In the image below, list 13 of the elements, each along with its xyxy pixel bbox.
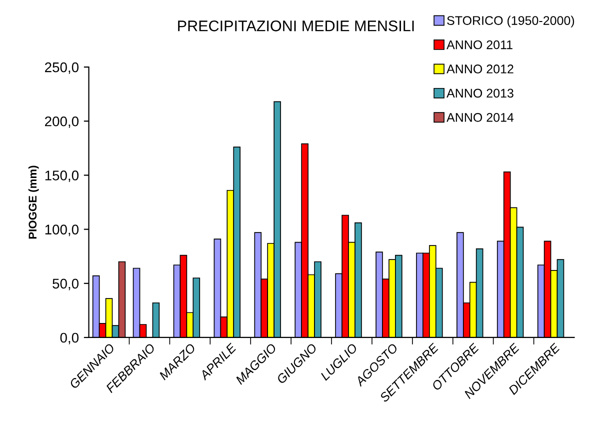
y-tick-label: 150,0 <box>45 170 79 182</box>
y-tick-label: 100,0 <box>45 224 79 236</box>
legend-label: ANNO 2014 <box>446 112 514 122</box>
y-tick-label: 50,0 <box>52 278 79 290</box>
y-tick-label: 250,0 <box>45 62 79 74</box>
chart-title: PRECIPITAZIONI MEDIE MENSILI <box>178 20 414 32</box>
legend-label: ANNO 2013 <box>446 88 514 98</box>
legend-label: STORICO (1950-2000) <box>447 16 574 28</box>
y-tick-label: 200,0 <box>45 116 79 128</box>
legend-label: ANNO 2011 <box>446 40 512 50</box>
y-tick-label: 0,0 <box>60 332 79 344</box>
legend-label: ANNO 2012 <box>446 64 514 74</box>
y-axis-title: PIOGGE (mm) <box>28 166 39 239</box>
